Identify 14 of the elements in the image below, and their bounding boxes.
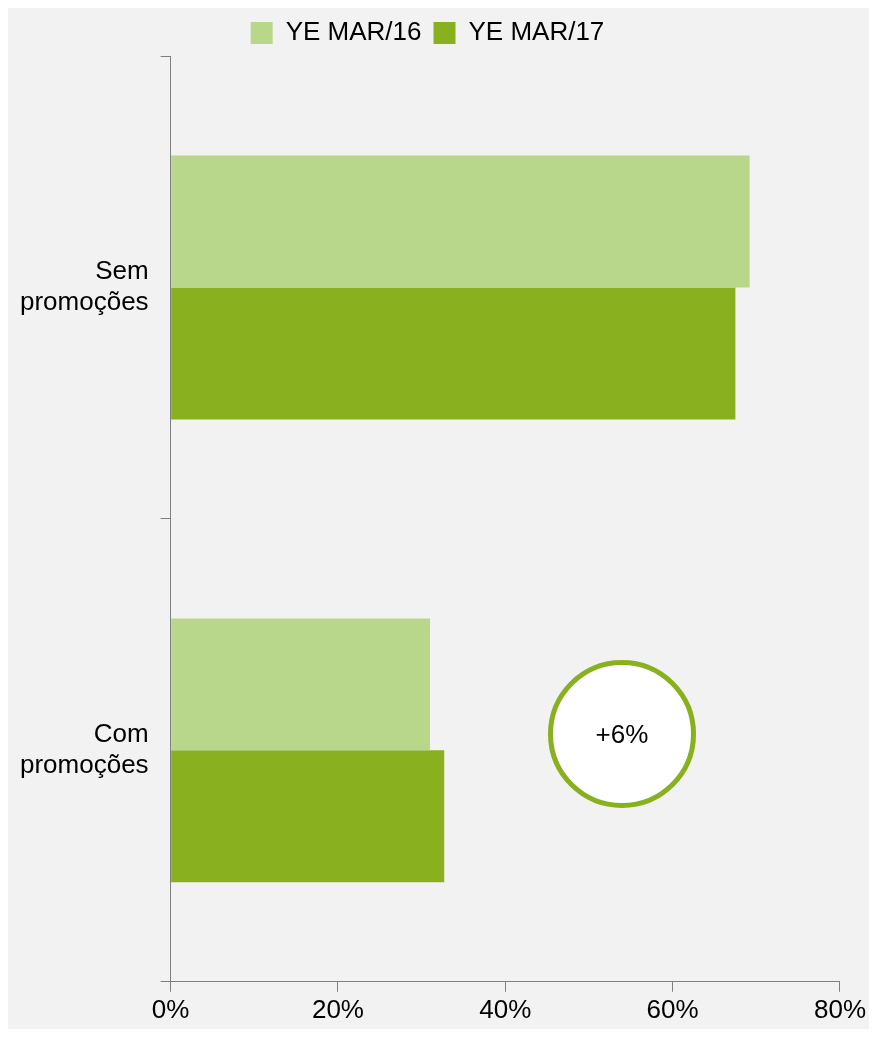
bar xyxy=(171,287,736,420)
legend-label: YE MAR/16 xyxy=(285,16,422,47)
x-tick-label: 0% xyxy=(151,993,190,1024)
y-tick-label: Sem promoções xyxy=(19,255,149,317)
x-tick-label: 20% xyxy=(311,993,364,1024)
x-tick-label: 40% xyxy=(479,993,532,1024)
x-tick-label: 60% xyxy=(646,993,699,1024)
annotation: +6% xyxy=(595,718,649,750)
y-tick-label: Com promoções xyxy=(19,717,149,780)
legend-label: YE MAR/17 xyxy=(468,16,605,47)
x-tick-label: 80% xyxy=(813,993,866,1024)
bar xyxy=(171,750,445,883)
bar xyxy=(171,155,750,288)
bar xyxy=(171,618,430,751)
